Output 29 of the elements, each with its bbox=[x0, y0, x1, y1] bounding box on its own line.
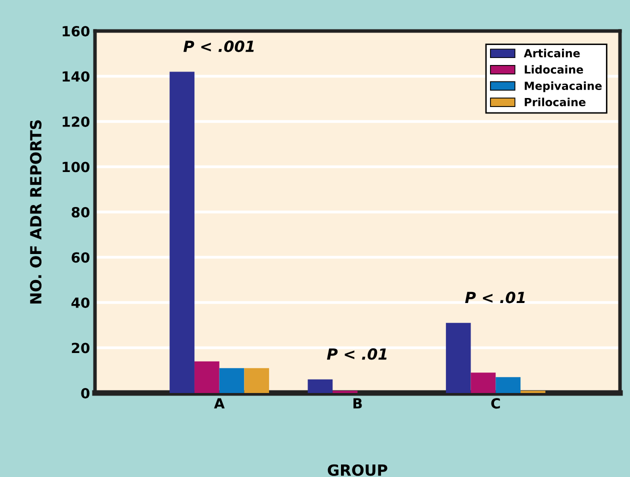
y-tick-label: 140 bbox=[62, 71, 90, 82]
legend-label: Articaine bbox=[524, 48, 580, 58]
y-tick-label: 20 bbox=[72, 342, 90, 354]
legend-label: Mepivacaine bbox=[524, 81, 602, 92]
y-tick-label: 80 bbox=[72, 206, 90, 218]
x-tick-label: C bbox=[491, 398, 500, 409]
bar bbox=[219, 368, 244, 393]
y-tick-label: 60 bbox=[72, 252, 90, 263]
bar bbox=[496, 377, 521, 393]
bar bbox=[194, 361, 220, 393]
annotation: P < .001 bbox=[183, 40, 254, 52]
x-tick-label: A bbox=[214, 398, 225, 408]
y-tick-label: 40 bbox=[71, 297, 90, 308]
annotation: P < .01 bbox=[465, 292, 525, 304]
x-tick-label: B bbox=[353, 398, 362, 408]
y-tick-label: 120 bbox=[62, 116, 90, 127]
y-tick-label: 100 bbox=[62, 162, 90, 172]
bar bbox=[470, 372, 496, 393]
bar bbox=[446, 322, 471, 393]
y-tick-label: 0 bbox=[81, 388, 90, 398]
x-axis-title: GROUP bbox=[328, 464, 388, 476]
y-axis-title: NO. OF ADR REPORTS bbox=[30, 120, 42, 304]
bar bbox=[244, 368, 270, 393]
legend-label: Prilocaine bbox=[524, 98, 586, 106]
bar bbox=[308, 379, 333, 393]
legend-label: Lidocaine bbox=[524, 65, 584, 74]
bar bbox=[170, 72, 194, 393]
y-tick-label: 160 bbox=[62, 26, 90, 36]
annotation: P < .01 bbox=[326, 348, 387, 360]
